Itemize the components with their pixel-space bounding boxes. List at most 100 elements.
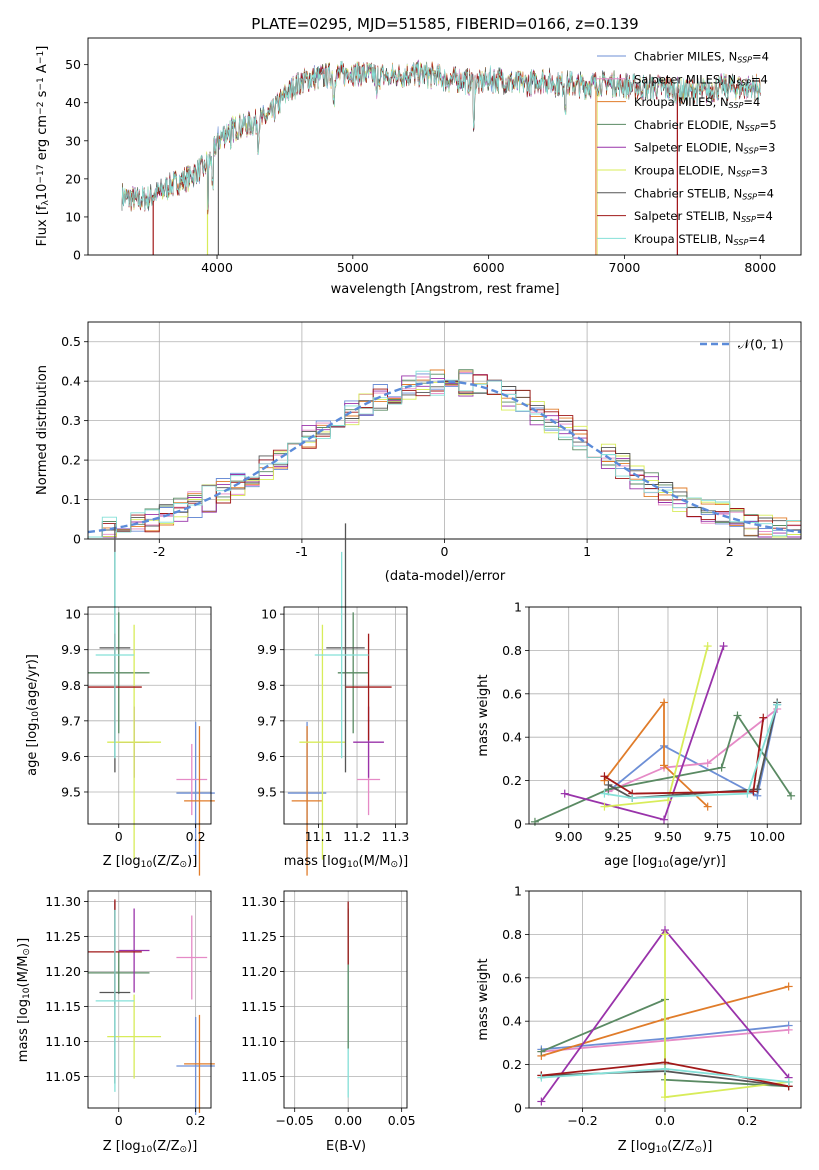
axes-frame — [528, 606, 802, 825]
legend-entry: Kroupa ELODIE, NSSP=3 — [634, 164, 768, 179]
legend-entry: Kroupa MILES, NSSP=4 — [634, 95, 760, 110]
mass-weight-line — [604, 704, 779, 799]
y-tick-label: 0.5 — [61, 334, 81, 349]
mass-weight-line — [603, 699, 709, 808]
legend-entry-part: Chabrier ELODIE, N — [634, 118, 745, 132]
x-axis-label: Z [log10(Z/Z⊙)] — [103, 1139, 198, 1155]
plot-mass_vs_EBV — [284, 891, 407, 1108]
y-tick-label: 10 — [65, 607, 81, 622]
legend-entry-part: =4 — [743, 95, 760, 109]
legend-entry-part: SSP — [736, 169, 751, 178]
x-axis-label: age [log10(age/yr)] — [604, 854, 726, 870]
y-tick-label: 0.4 — [502, 1014, 522, 1029]
x-tick-label: 6000 — [473, 260, 505, 275]
y-tick-label: 1 — [514, 600, 522, 615]
x-tick-label: -1 — [296, 544, 308, 559]
y-tick-label: 9.8 — [257, 678, 277, 693]
y-tick-label: 11.30 — [45, 894, 81, 909]
y-tick-label: 11.05 — [241, 1069, 277, 1084]
x-axis-label-part: )] — [702, 1139, 712, 1154]
x-axis-label: Z [log10(Z/Z⊙)] — [618, 1139, 713, 1155]
legend-entry-part: SSP — [742, 192, 757, 201]
mass-weight-line — [607, 702, 779, 799]
x-tick-label: 0.2 — [186, 1113, 206, 1128]
axes-frame — [87, 606, 212, 825]
legend-entry-part: SSP — [741, 215, 756, 224]
x-tick-label: 0 — [115, 1113, 123, 1128]
legend-entry-part: =3 — [751, 164, 768, 178]
x-tick-label: 9.75 — [704, 829, 732, 844]
y-tick-label: 11.10 — [241, 1034, 277, 1049]
x-axis-label-part: age [log — [604, 854, 657, 869]
plot-frame-massweight_vs_Z: −0.2 0.0 0.2 0 0.2 0.4 0.6 0.8 1 — [502, 884, 802, 1128]
y-tick-label: 10 — [65, 209, 81, 224]
x-tick-label: 9.25 — [604, 829, 632, 844]
plot-frame-age_vs_mass: 11.1 11.2 11.3 9.5 9.6 9.7 9.8 9.9 10 — [257, 606, 410, 844]
legend-entry-part: Salpeter STELIB, N — [634, 209, 741, 223]
spectrum-line — [121, 61, 761, 255]
plot-massweight_vs_Z — [529, 890, 801, 1109]
y-tick-label: 0.6 — [502, 970, 522, 985]
legend-entry-part: SSP — [736, 78, 751, 87]
x-axis-label-part: )] — [187, 1139, 197, 1154]
mass-weight-line — [607, 704, 779, 798]
x-axis-label-part: ⊙ — [180, 860, 188, 870]
plot-frame-age_vs_Z: 0 0.2 9.5 9.6 9.7 9.8 9.9 10 — [61, 606, 212, 844]
x-axis-label-part: Z [log — [618, 1139, 656, 1154]
y-tick-label: 11.05 — [45, 1069, 81, 1084]
legend-entry: Salpeter MILES, NSSP=4 — [634, 72, 768, 87]
y-tick-label: 50 — [65, 57, 81, 72]
x-axis-label: Z [log10(Z/Z⊙)] — [103, 854, 198, 870]
x-tick-label: 11.2 — [343, 829, 371, 844]
plot-age_vs_mass — [284, 523, 407, 876]
x-axis-label-part: 10 — [657, 860, 669, 870]
x-tick-label: 11.3 — [382, 829, 410, 844]
y-tick-label: 9.5 — [61, 784, 81, 799]
y-axis-label-part: −2 — [36, 102, 46, 115]
legend-entry-part: SSP — [734, 238, 749, 247]
y-tick-label: 0 — [73, 532, 81, 547]
spectrum-line — [121, 61, 761, 255]
y-tick-label: 0.4 — [61, 374, 81, 389]
x-axis-label-part: (M/M — [359, 854, 391, 869]
x-tick-label: 11.1 — [305, 829, 333, 844]
y-tick-label: 0.6 — [502, 686, 522, 701]
x-axis-label-part: (Z/Z — [152, 1139, 179, 1154]
legend-entry: Kroupa STELIB, NSSP=4 — [634, 232, 765, 247]
spectrum-line — [121, 60, 761, 211]
plot-frame-mass_vs_EBV: −0.05 0.00 0.05 11.05 11.10 11.15 11.20 11.25 11… — [241, 890, 416, 1128]
x-tick-label: −0.05 — [276, 1113, 314, 1128]
mass-weight-line — [603, 717, 765, 795]
y-tick-label: 0 — [514, 817, 522, 832]
y-tick-label: 11.15 — [45, 999, 81, 1014]
x-axis-label-part: (age/yr)] — [669, 854, 726, 869]
x-tick-label: 1 — [583, 544, 591, 559]
legend-entry-part: Kroupa STELIB, N — [634, 232, 734, 246]
y-axis-label-part: (M/M — [16, 956, 31, 988]
legend-entry: Salpeter STELIB, NSSP=4 — [634, 209, 773, 224]
legend-entry-part: =4 — [757, 186, 774, 200]
y-tick-label: 0.2 — [502, 1057, 522, 1072]
y-axis-label-part: erg cm — [35, 115, 50, 164]
x-axis-label: E(B-V) — [326, 1139, 366, 1154]
axes-frame — [87, 890, 212, 1109]
x-axis-label-part: mass [log — [284, 854, 347, 869]
y-axis-label-part: λ — [41, 200, 51, 206]
plot-frame-spectrum: 4000 5000 6000 7000 8000 0 10 20 30 40 50 — [65, 37, 802, 275]
figure-title: PLATE=0295, MJD=51585, FIBERID=0166, z=0… — [251, 15, 638, 33]
y-axis-label-part: Flux [f — [35, 205, 50, 246]
plot-marks — [88, 899, 215, 1115]
legend-entry-part: SSP — [729, 101, 744, 110]
plot-spectrum — [121, 59, 761, 255]
x-tick-label: -2 — [153, 544, 165, 559]
plot-marks — [287, 523, 392, 876]
legend-entry: Chabrier MILES, NSSP=4 — [634, 50, 769, 65]
x-axis-label-part: (Z/Z — [152, 854, 179, 869]
y-tick-label: 9.6 — [61, 749, 81, 764]
plot-marks — [530, 642, 796, 826]
legend-entry-part: Salpeter MILES, N — [634, 72, 736, 86]
y-tick-label: 11.25 — [241, 929, 277, 944]
x-tick-label: 0.2 — [186, 829, 206, 844]
x-axis-label: wavelength [Angstrom, rest frame] — [331, 282, 560, 297]
legend-entry: Salpeter ELODIE, NSSP=3 — [634, 141, 775, 156]
